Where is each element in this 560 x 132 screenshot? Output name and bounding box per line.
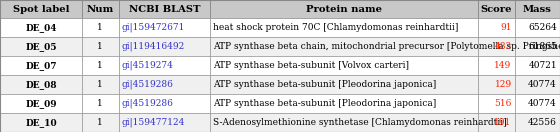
Bar <box>82 75 119 94</box>
Bar <box>82 18 119 37</box>
Bar <box>478 113 515 132</box>
Bar <box>515 75 560 94</box>
Text: DE_09: DE_09 <box>25 99 57 108</box>
Bar <box>0 0 82 18</box>
Bar <box>0 37 82 56</box>
Bar <box>515 113 560 132</box>
Bar <box>0 113 82 132</box>
Text: heat shock protein 70C [Chlamydomonas reinhardtii]: heat shock protein 70C [Chlamydomonas re… <box>213 23 459 32</box>
Text: 516: 516 <box>494 99 512 108</box>
Text: 65264: 65264 <box>528 23 557 32</box>
Text: gi|4519286: gi|4519286 <box>122 99 174 108</box>
Text: ATP synthase beta-subunit [Pleodorina japonica]: ATP synthase beta-subunit [Pleodorina ja… <box>213 99 436 108</box>
Text: 1: 1 <box>97 42 103 51</box>
Text: 61865: 61865 <box>528 42 557 51</box>
Bar <box>515 0 560 18</box>
Text: 42556: 42556 <box>528 118 557 127</box>
Bar <box>119 0 210 18</box>
Text: 129: 129 <box>494 80 512 89</box>
Text: DE_08: DE_08 <box>25 80 57 89</box>
Text: Num: Num <box>87 4 114 13</box>
Bar <box>210 0 478 18</box>
Bar <box>515 18 560 37</box>
Bar <box>0 56 82 75</box>
Text: gi|4519274: gi|4519274 <box>122 61 174 70</box>
Bar <box>119 75 210 94</box>
Text: DE_05: DE_05 <box>25 42 57 51</box>
Text: DE_10: DE_10 <box>25 118 57 127</box>
Bar <box>210 37 478 56</box>
Bar <box>210 56 478 75</box>
Bar <box>210 18 478 37</box>
Text: ATP synthase beta-subunit [Pleodorina japonica]: ATP synthase beta-subunit [Pleodorina ja… <box>213 80 436 89</box>
Bar <box>82 0 119 18</box>
Bar <box>478 75 515 94</box>
Text: ATP synthase beta chain, mitochondrial precursor [Polytomella sp. Pringsheim 198: ATP synthase beta chain, mitochondrial p… <box>213 42 560 51</box>
Text: Score: Score <box>480 4 512 13</box>
Text: DE_04: DE_04 <box>25 23 57 32</box>
Bar <box>82 113 119 132</box>
Text: 1: 1 <box>97 61 103 70</box>
Bar <box>82 37 119 56</box>
Text: gi|159477124: gi|159477124 <box>122 118 185 127</box>
Text: ATP synthase beta-subunit [Volvox carteri]: ATP synthase beta-subunit [Volvox carter… <box>213 61 409 70</box>
Text: 91: 91 <box>500 23 512 32</box>
Text: DE_07: DE_07 <box>25 61 57 70</box>
Bar <box>82 56 119 75</box>
Text: 191: 191 <box>494 118 512 127</box>
Bar <box>0 75 82 94</box>
Text: NCBI BLAST: NCBI BLAST <box>129 4 200 13</box>
Text: 1: 1 <box>97 118 103 127</box>
Text: 483: 483 <box>494 42 512 51</box>
Text: Protein name: Protein name <box>306 4 382 13</box>
Bar <box>515 56 560 75</box>
Text: 40774: 40774 <box>528 99 557 108</box>
Text: gi|159472671: gi|159472671 <box>122 23 185 32</box>
Text: 1: 1 <box>97 99 103 108</box>
Bar <box>515 94 560 113</box>
Bar <box>0 94 82 113</box>
Bar <box>478 56 515 75</box>
Text: S-Adenosylmethionine synthetase [Chlamydomonas reinhardtii]: S-Adenosylmethionine synthetase [Chlamyd… <box>213 118 507 127</box>
Text: gi|119416492: gi|119416492 <box>122 42 185 51</box>
Text: 149: 149 <box>494 61 512 70</box>
Bar <box>119 37 210 56</box>
Bar <box>478 18 515 37</box>
Text: Spot label: Spot label <box>13 4 69 13</box>
Bar <box>478 0 515 18</box>
Bar <box>478 94 515 113</box>
Bar <box>0 18 82 37</box>
Text: 1: 1 <box>97 23 103 32</box>
Text: 1: 1 <box>97 80 103 89</box>
Bar <box>119 94 210 113</box>
Bar <box>119 113 210 132</box>
Bar <box>478 37 515 56</box>
Text: 40774: 40774 <box>528 80 557 89</box>
Bar <box>210 113 478 132</box>
Text: Mass: Mass <box>523 4 552 13</box>
Bar <box>119 56 210 75</box>
Bar <box>82 94 119 113</box>
Bar <box>119 18 210 37</box>
Bar <box>515 37 560 56</box>
Bar <box>210 94 478 113</box>
Text: 40721: 40721 <box>529 61 557 70</box>
Bar <box>210 75 478 94</box>
Text: gi|4519286: gi|4519286 <box>122 80 174 89</box>
